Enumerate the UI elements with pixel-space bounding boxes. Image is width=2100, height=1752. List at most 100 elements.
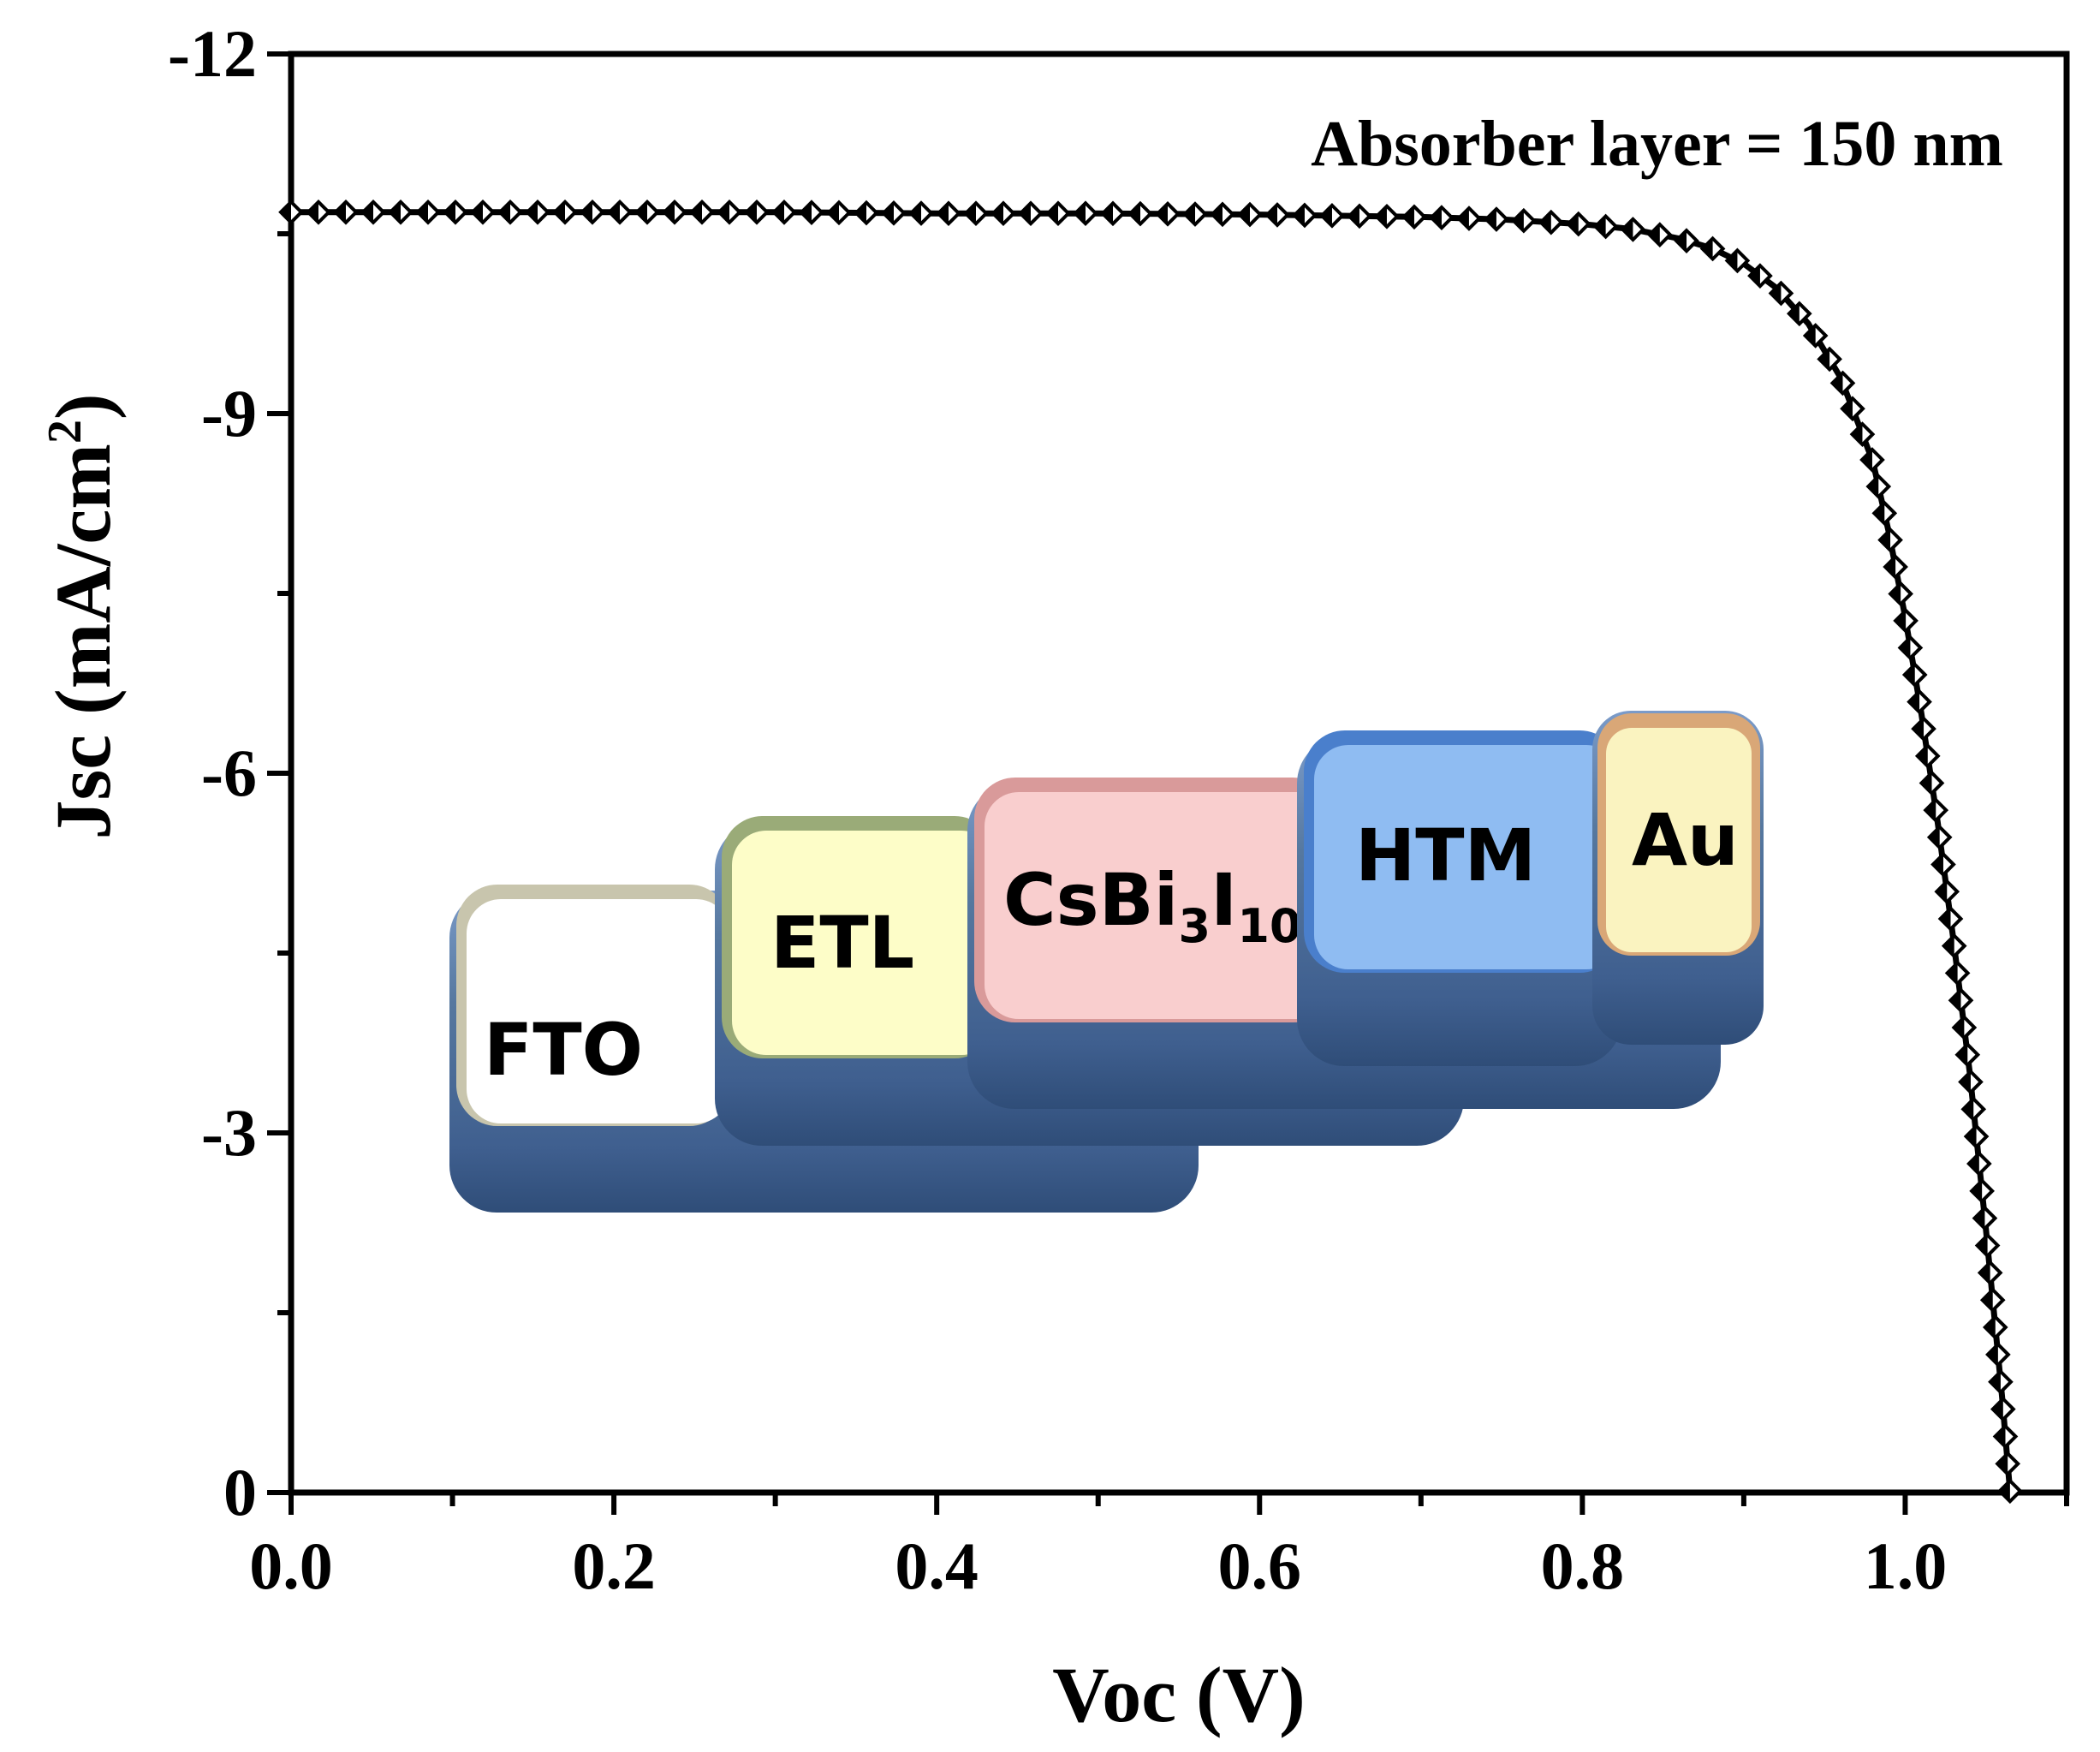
- jv-curve-marker-fill: [1954, 1016, 1965, 1038]
- jv-curve-marker-fill: [1940, 908, 1951, 929]
- jv-curve-marker-fill: [855, 202, 866, 223]
- x-axis-tick-labels: 0.0 0.2 0.4 0.6 0.8 1.0: [249, 1529, 1947, 1603]
- jv-curve-marker-fill: [1982, 1290, 1993, 1311]
- jv-curve-marker-fill: [965, 203, 976, 224]
- jv-curve-marker-fill: [828, 202, 839, 223]
- x-tick-label: 1.0: [1864, 1529, 1948, 1603]
- jv-curve-marker-fill: [1997, 1453, 2008, 1475]
- y-axis-title-close: ): [39, 393, 127, 420]
- jv-curve-marker-fill: [1968, 1153, 1979, 1174]
- jv-curve-marker-fill: [1921, 772, 1932, 794]
- jv-curve-marker-fill: [1925, 800, 1936, 821]
- jv-curve-marker-fill: [1995, 1426, 2006, 1447]
- htm-label: HTM: [1355, 813, 1536, 897]
- jv-curve-marker-fill: [800, 202, 812, 223]
- jv-curve-marker-fill: [1403, 206, 1414, 228]
- jv-curve-marker-fill: [1513, 210, 1524, 231]
- jv-curve-marker-fill: [1211, 204, 1223, 225]
- jv-curve-marker-fill: [1348, 206, 1359, 227]
- absorber-label-b: I: [1211, 858, 1237, 942]
- absorber-annotation: Absorber layer = 150 nm: [1311, 108, 2003, 180]
- jv-curve-marker-fill: [1932, 854, 1943, 875]
- au-label: Au: [1632, 798, 1739, 882]
- jv-curve-marker-fill: [1900, 637, 1911, 658]
- jv-curve-marker-fill: [363, 201, 373, 223]
- jv-curve-marker-fill: [1702, 238, 1713, 259]
- jv-curve-marker-fill: [1727, 250, 1738, 271]
- jv-curve-marker-fill: [1960, 1071, 1971, 1093]
- jv-curve-marker-fill: [937, 203, 949, 224]
- jv-curve-marker-fill: [773, 201, 784, 223]
- jv-curve-marker-fill: [1294, 205, 1305, 226]
- jv-curve-marker-fill: [555, 201, 565, 223]
- jv-curve-marker-fill: [1979, 1262, 1990, 1284]
- jv-curve-marker-fill: [1649, 224, 1660, 246]
- y-axis-title-main: Jsc (mA/cm: [39, 444, 127, 839]
- jv-curve-marker-fill: [281, 201, 291, 223]
- x-tick-label: 0.8: [1541, 1529, 1625, 1603]
- x-axis-title: Voc (V): [1052, 1651, 1306, 1738]
- jv-curve-marker-fill: [1874, 503, 1885, 524]
- jv-curve-marker-fill: [1676, 230, 1687, 252]
- jv-curve-marker-fill: [500, 201, 510, 223]
- jv-curve-marker-fill: [336, 201, 346, 223]
- y-tick-label: -3: [201, 1095, 257, 1170]
- jv-curve-marker-fill: [1880, 529, 1891, 551]
- jv-curve-marker-fill: [1832, 372, 1843, 394]
- jv-curve-marker-fill: [1947, 962, 1958, 984]
- absorber-label-a: CsBi: [1003, 858, 1178, 942]
- y-axis-ticks: [267, 51, 291, 1495]
- jv-curve-marker-fill: [1540, 212, 1551, 233]
- jv-curve-marker-fill: [1992, 1398, 2003, 1420]
- jv-curve-marker-fill: [1990, 1371, 2001, 1392]
- plot-frame: [288, 51, 2070, 1496]
- fto-label: FTO: [484, 1008, 643, 1092]
- jv-curve-series: [278, 199, 2023, 1505]
- jv-curve-marker-fill: [610, 201, 620, 223]
- jv-curve-marker-fill: [1852, 424, 1863, 445]
- jv-curve-marker-fill: [747, 201, 757, 223]
- y-tick-label: -6: [201, 736, 257, 810]
- etl-layer-face: [732, 831, 996, 1055]
- jv-curve-marker-fill: [1485, 209, 1496, 230]
- y-axis-tick-labels: -12 -9 -6 -3 0: [168, 16, 257, 1529]
- x-tick-label: 0.6: [1218, 1529, 1302, 1603]
- jv-curve-marker-fill: [1431, 207, 1442, 229]
- jv-curve-marker-fill: [1595, 216, 1606, 237]
- x-tick-label: 0.4: [895, 1529, 979, 1603]
- absorber-label: CsBi3I10: [1003, 858, 1301, 953]
- jv-curve-marker-fill: [1861, 449, 1872, 470]
- jv-curve-marker-fill: [1963, 1099, 1974, 1120]
- jv-curve-marker-fill: [664, 201, 675, 223]
- jv-curve-marker-fill: [1102, 203, 1113, 224]
- jv-curve-marker-fill: [445, 201, 455, 223]
- jv-curve-marker-fill: [1184, 204, 1195, 225]
- jv-curve-marker-fill: [1909, 691, 1920, 712]
- jv-curve-marker-fill: [1788, 303, 1800, 325]
- jv-curve-marker-fill: [473, 201, 483, 223]
- jv-curve-marker-fill: [1321, 205, 1332, 226]
- etl-label: ETL: [770, 901, 914, 985]
- jv-curve-marker-fill: [883, 202, 894, 223]
- au-layer-face: [1606, 728, 1752, 952]
- jv-curve-marker-fill: [308, 201, 318, 223]
- jv-curve-marker-fill: [910, 203, 921, 224]
- x-axis-ticks: [289, 1493, 2069, 1515]
- jv-curve-marker-fill: [1047, 203, 1058, 224]
- jv-curve-marker-fill: [1904, 664, 1915, 686]
- jv-curve-marker-fill: [1890, 583, 1901, 605]
- jv-curve-marker-fill: [992, 203, 1003, 224]
- x-tick-label: 0.0: [249, 1529, 333, 1603]
- htm-layer-face: [1314, 745, 1621, 969]
- jv-curve-marker-fill: [1917, 745, 1928, 766]
- y-tick-label: 0: [223, 1455, 257, 1529]
- y-tick-label: -12: [168, 16, 257, 91]
- jv-curve-marker-fill: [1458, 208, 1469, 229]
- jv-curve-marker-fill: [1819, 349, 1830, 370]
- jv-curve-marker-fill: [1841, 398, 1853, 420]
- jv-curve-marker-fill: [637, 201, 647, 223]
- jv-curve-marker-fill: [1020, 203, 1031, 224]
- y-tick-label: -9: [201, 376, 257, 450]
- y-axis-title: Jsc (mA/cm2): [39, 393, 127, 839]
